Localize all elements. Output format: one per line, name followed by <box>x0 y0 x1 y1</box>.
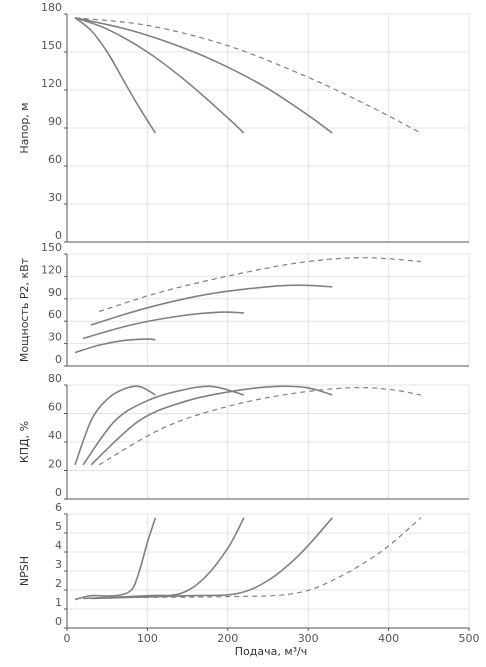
npsh-y-axis-title: NPSH <box>18 556 31 586</box>
npsh-xtick-label: 0 <box>64 632 71 645</box>
x-axis-title: Подача, м³/ч <box>235 645 308 658</box>
npsh-xtick-label: 100 <box>137 632 158 645</box>
efficiency-ytick-label: 40 <box>48 429 62 442</box>
head-ytick-label: 90 <box>48 115 62 128</box>
npsh-ytick-label: 1 <box>55 596 62 609</box>
head-curve-3-line <box>74 17 333 134</box>
efficiency-curve-3-line <box>90 385 333 466</box>
npsh-ytick-label: 2 <box>55 577 62 590</box>
power-ytick-label: 90 <box>48 286 62 299</box>
head-ytick-label: 180 <box>41 1 62 14</box>
efficiency-ytick-label: 80 <box>48 372 62 385</box>
npsh-xtick-label: 400 <box>378 632 399 645</box>
power-panel: 0 30 60 90 120 150 Мощность P2, кВт <box>18 241 470 367</box>
npsh-ytick-label: 4 <box>55 539 62 552</box>
power-curve-4-line <box>99 257 421 313</box>
efficiency-ytick-label: 0 <box>55 486 62 499</box>
npsh-xtick-label: 200 <box>217 632 238 645</box>
head-ytick-label: 120 <box>41 77 62 90</box>
power-ytick-label: 30 <box>48 331 62 344</box>
npsh-xtick-label: 500 <box>459 632 480 645</box>
efficiency-ytick-label: 60 <box>48 401 62 414</box>
head-ytick-label: 30 <box>48 191 62 204</box>
power-curve-3-line <box>90 284 333 326</box>
npsh-curve-4-line <box>99 517 422 599</box>
npsh-curve-2-line <box>83 517 245 600</box>
npsh-curve-1-line <box>74 517 157 601</box>
head-curve-1-line <box>74 17 157 134</box>
npsh-ytick-label: 3 <box>55 558 62 571</box>
head-ytick-label: 150 <box>41 39 62 52</box>
efficiency-curve-1-line <box>74 385 156 466</box>
npsh-ytick-label: 0 <box>55 615 62 628</box>
power-plot-frame <box>66 253 470 367</box>
efficiency-panel: 0 20 40 60 80 КПД, % <box>18 372 470 500</box>
efficiency-curve-4-line <box>98 387 421 466</box>
npsh-curve-3-line <box>91 517 333 600</box>
head-ytick-label: 60 <box>48 153 62 166</box>
power-ytick-label: 120 <box>41 263 62 276</box>
power-y-axis-title: Мощность P2, кВт <box>18 257 31 362</box>
power-ytick-label: 60 <box>48 308 62 321</box>
efficiency-curve-2-line <box>82 385 245 466</box>
head-curve-4-line <box>74 17 422 134</box>
power-curve-1-line <box>74 338 156 354</box>
npsh-xtick-label: 300 <box>298 632 319 645</box>
head-ytick-label: 0 <box>55 229 62 242</box>
npsh-ytick-label: 6 <box>55 501 62 514</box>
power-ytick-label: 0 <box>55 353 62 366</box>
power-ytick-label: 150 <box>41 241 62 254</box>
power-curve-2-line <box>82 311 244 340</box>
efficiency-ytick-label: 20 <box>48 458 62 471</box>
npsh-ytick-label: 5 <box>55 520 62 533</box>
npsh-panel: 0 1 2 3 4 5 6 NPSH 0 100 200 300 400 500 Подача, м³/ч <box>18 501 480 658</box>
head-y-axis-title: Напор, м <box>18 102 31 153</box>
head-curve-2-line <box>74 17 245 134</box>
head-panel: 0 30 60 90 120 150 180 Напор, м <box>18 1 470 243</box>
efficiency-y-axis-title: КПД, % <box>18 421 31 463</box>
